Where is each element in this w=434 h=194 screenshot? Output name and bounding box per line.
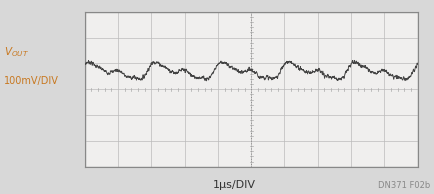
Text: $V_{OUT}$: $V_{OUT}$ [4, 45, 30, 59]
Text: DN371 F02b: DN371 F02b [378, 181, 430, 190]
Text: 1μs/DIV: 1μs/DIV [213, 180, 256, 190]
Text: 100mV/DIV: 100mV/DIV [4, 76, 59, 87]
